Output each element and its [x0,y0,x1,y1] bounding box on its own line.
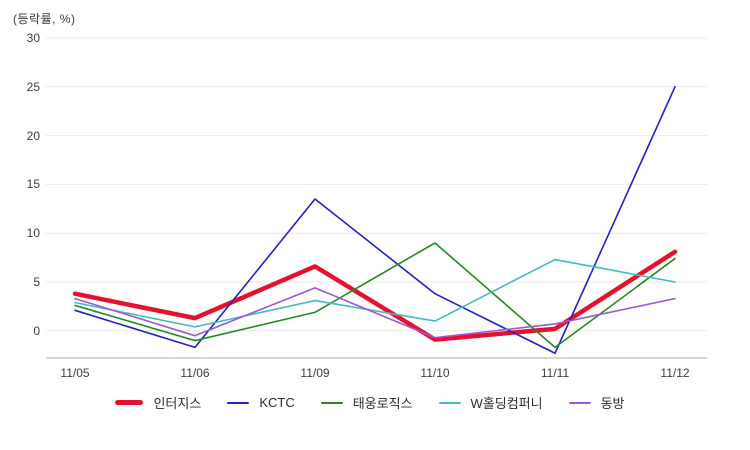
y-tick-label: 10 [26,226,40,241]
legend-item-1[interactable]: KCTC [227,395,295,410]
legend-item-4[interactable]: 동방 [568,393,625,412]
x-tick-label: 11/11 [540,366,570,380]
legend-label: KCTC [259,395,295,410]
series-line-2 [74,242,676,349]
legend-item-3[interactable]: W홀딩컴퍼니 [438,393,543,412]
x-tick-label: 11/10 [420,366,450,380]
y-axis-unit-label: (등락률, %) [13,12,76,26]
y-tick-label: 30 [26,31,40,45]
legend-label: 동방 [600,396,625,411]
legend-line-swatch [320,401,343,404]
legend-line-swatch [115,400,144,405]
series-line-3 [74,258,676,328]
y-tick-label: 0 [33,323,40,338]
legend-line-swatch [227,401,250,404]
series-line-1 [74,86,676,355]
legend-line-swatch [568,401,591,404]
legend-label: W홀딩컴퍼니 [470,396,543,411]
legend-line-swatch [438,401,461,404]
x-tick-label: 11/09 [300,366,330,380]
legend-label: 인터지스 [153,396,202,411]
series-line-0 [72,249,678,342]
x-tick-label: 11/12 [660,366,690,380]
chart-legend: 인터지스 KCTC 태웅로직스 W홀딩컴퍼니 동방 [0,393,740,412]
legend-item-2[interactable]: 태웅로직스 [320,393,413,412]
y-tick-label: 25 [26,79,40,94]
x-tick-label: 11/06 [180,366,210,380]
y-tick-label: 15 [26,177,40,192]
series-line-4 [74,287,676,339]
y-tick-label: 5 [33,275,40,289]
x-tick-label: 11/05 [60,366,90,380]
legend-item-0[interactable]: 인터지스 [115,393,201,412]
legend-label: 태웅로직스 [352,396,413,411]
y-tick-label: 20 [26,128,40,143]
